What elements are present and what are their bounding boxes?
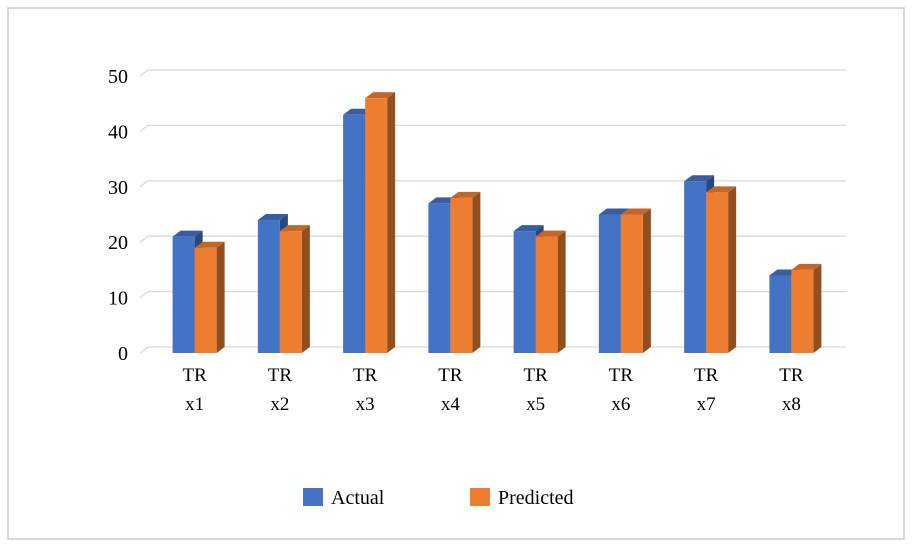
y-tick-label: 0	[118, 343, 128, 365]
legend-item-predicted: Predicted	[470, 487, 574, 509]
bar-predicted-2	[279, 225, 310, 353]
x-category-label: TR x4	[438, 365, 463, 415]
y-tick-label: 30	[108, 177, 128, 199]
legend-swatch	[470, 488, 490, 506]
bar-predicted-4	[450, 191, 481, 353]
x-category-label: TR x7	[694, 365, 719, 415]
legend-item-actual: Actual	[303, 487, 385, 509]
x-category-label: TR x3	[353, 365, 378, 415]
y-tick-label: 40	[108, 121, 128, 143]
gridlines	[139, 69, 846, 354]
bars	[172, 92, 822, 353]
y-tick-label: 20	[108, 232, 128, 254]
gridline	[139, 180, 846, 188]
y-tick-label: 10	[108, 288, 128, 310]
legend-label: Actual	[331, 487, 385, 509]
gridline	[139, 124, 846, 132]
gridline	[139, 235, 846, 243]
legend-swatch	[303, 488, 323, 506]
y-tick-label: 50	[108, 66, 128, 88]
x-category-label: TR x2	[268, 365, 293, 415]
x-category-label: TR x8	[779, 365, 804, 415]
gridline	[139, 69, 846, 77]
bar-predicted-3	[365, 92, 396, 353]
bar-predicted-8	[791, 263, 822, 353]
legend-label: Predicted	[498, 487, 574, 509]
x-category-label: TR x1	[182, 365, 207, 415]
bar-predicted-1	[194, 241, 225, 353]
gridline	[139, 290, 846, 299]
gridline	[139, 346, 846, 354]
bar-predicted-7	[706, 186, 737, 353]
y-axis-tick-labels: 0 10 20 30 40 50	[108, 66, 128, 365]
x-category-label: TR x6	[609, 365, 634, 415]
x-axis-category-labels: TR x1 TR x2 TR x3 TR x4 TR x5 TR x6 TR x7 TR x8	[182, 365, 803, 415]
bar-predicted-5	[535, 230, 566, 353]
bar-predicted-6	[620, 208, 651, 353]
legend: Actual Predicted	[303, 487, 574, 509]
x-category-label: TR x5	[523, 365, 548, 415]
